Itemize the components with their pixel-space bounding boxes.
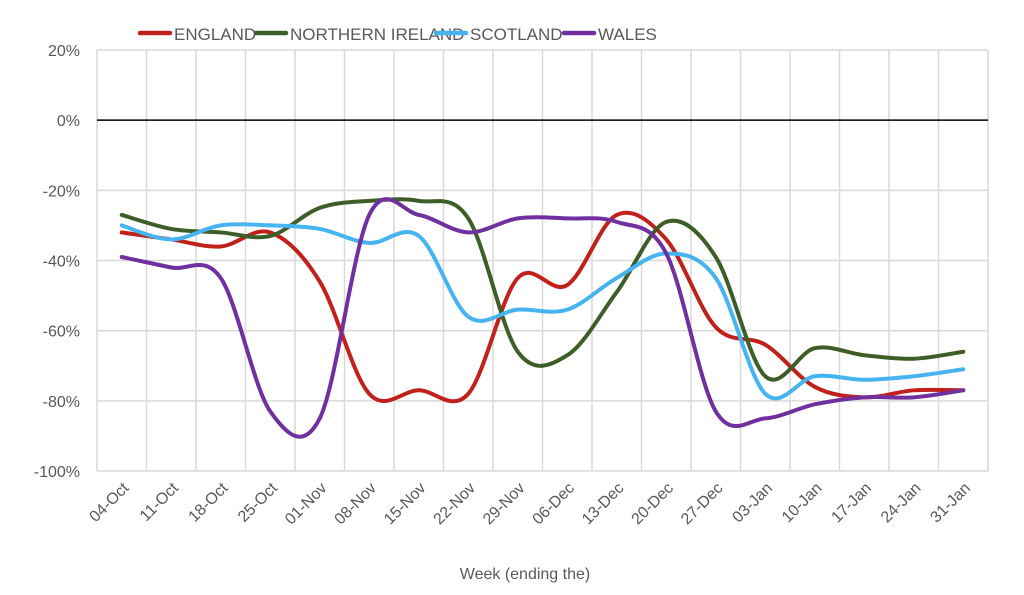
x-axis-title: Week (ending the) — [460, 566, 590, 583]
x-axis-ticks: 04-Oct 11-Oct 18-Oct 25-Oct 01-Nov 08-Nov 15-N… — [87, 479, 974, 528]
x-tick-label: 08-Nov — [332, 480, 380, 528]
x-tick-label: 29-Nov — [480, 480, 528, 528]
series-line-scotland — [119, 222, 966, 401]
series-lines — [119, 197, 966, 439]
series-line-wales — [119, 197, 966, 439]
x-tick-label: 22-Nov — [431, 480, 479, 528]
x-tick-label: 13-Dec — [579, 480, 627, 528]
legend-label-england: ENGLAND — [174, 25, 256, 44]
legend-label-wales: WALES — [598, 25, 657, 44]
series-line-northern-ireland — [119, 197, 966, 382]
gridlines — [96, 49, 989, 472]
legend-label-northern-ireland: NORTHERN IRELAND — [290, 25, 464, 44]
legend: ENGLAND NORTHERN IRELAND SCOTLAND WALES — [137, 25, 657, 44]
x-tick-label: 10-Jan — [779, 480, 826, 527]
y-tick-label: -40% — [43, 254, 80, 271]
x-tick-label: 03-Jan — [729, 480, 776, 527]
x-tick-label: 17-Jan — [828, 480, 875, 527]
y-axis-ticks: 20% 0% -20% -40% -60% -80% -100% — [34, 43, 80, 481]
x-tick-label: 31-Jan — [927, 480, 974, 527]
y-tick-label: 20% — [48, 43, 80, 60]
y-tick-label: -100% — [34, 464, 80, 481]
x-tick-label: 27-Dec — [678, 480, 726, 528]
y-tick-label: -60% — [43, 324, 80, 341]
legend-label-scotland: SCOTLAND — [470, 25, 563, 44]
x-tick-label: 06-Dec — [530, 480, 578, 528]
y-tick-label: 0% — [57, 113, 80, 130]
x-tick-label: 01-Nov — [282, 480, 330, 528]
y-tick-label: -20% — [43, 183, 80, 200]
x-tick-label: 24-Jan — [878, 480, 925, 527]
x-tick-label: 18-Oct — [186, 479, 232, 525]
x-tick-label: 04-Oct — [87, 479, 133, 525]
x-tick-label: 15-Nov — [381, 480, 429, 528]
y-tick-label: -80% — [43, 394, 80, 411]
x-tick-label: 20-Dec — [629, 480, 677, 528]
x-tick-label: 25-Oct — [235, 479, 281, 525]
x-tick-label: 11-Oct — [137, 479, 183, 525]
